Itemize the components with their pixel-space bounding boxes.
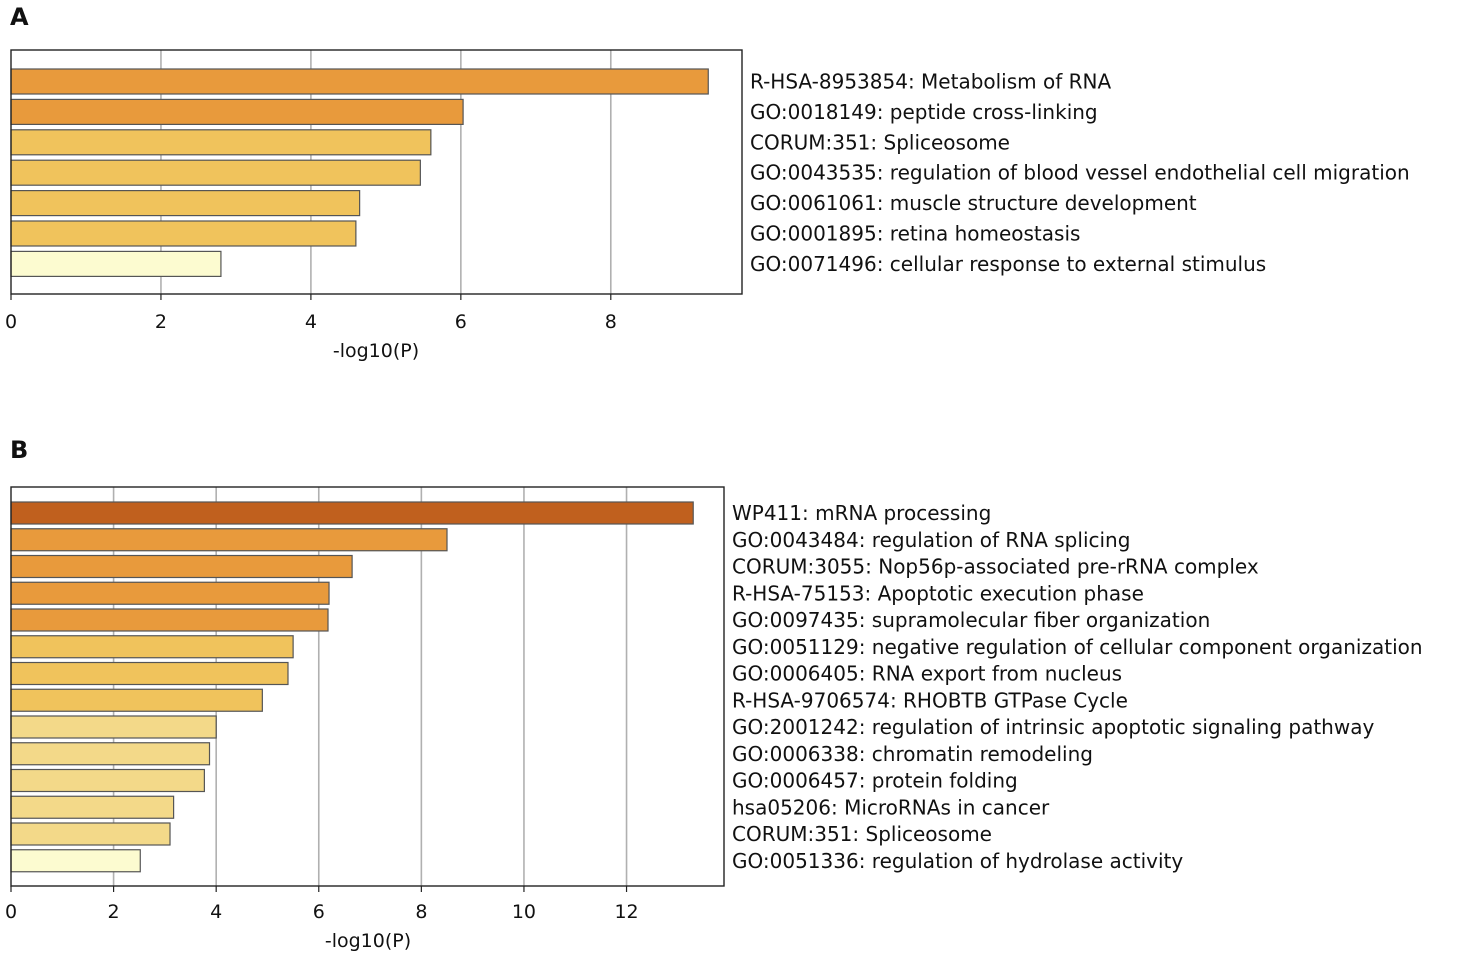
category-label: GO:0006457: protein folding — [732, 769, 1018, 793]
axes-frame — [10, 486, 725, 887]
x-tick-label: 6 — [313, 901, 325, 923]
bar — [10, 688, 263, 712]
x-tick-label: 0 — [5, 311, 17, 333]
x-tick-label: 12 — [614, 901, 638, 923]
x-tick-label: 0 — [5, 901, 17, 923]
category-label: GO:0018149: peptide cross-linking — [750, 100, 1098, 124]
category-label: GO:0001895: retina homeostasis — [750, 222, 1080, 246]
category-label: GO:0071496: cellular response to externa… — [750, 252, 1266, 276]
x-tick-label: 8 — [415, 901, 427, 923]
category-label: CORUM:351: Spliceosome — [732, 822, 992, 846]
category-label: GO:0051129: negative regulation of cellu… — [732, 635, 1423, 659]
bar — [10, 554, 353, 579]
category-label: GO:0006405: RNA export from nucleus — [732, 662, 1122, 686]
bar — [10, 661, 289, 686]
category-label: GO:0006338: chromatin remodeling — [732, 742, 1093, 766]
panel-label-b: B — [10, 436, 28, 464]
bar — [10, 98, 464, 126]
x-tick-label: 2 — [108, 901, 120, 923]
bar — [10, 581, 330, 605]
bar — [10, 822, 171, 846]
category-label: GO:0043484: regulation of RNA splicing — [732, 528, 1130, 552]
bar — [10, 715, 217, 739]
category-label: hsa05206: MicroRNAs in cancer — [732, 795, 1050, 819]
bar — [10, 190, 361, 217]
category-label: R-HSA-8953854: Metabolism of RNA — [750, 70, 1111, 94]
bar — [10, 795, 175, 819]
category-label: R-HSA-9706574: RHOBTB GTPase Cycle — [732, 688, 1128, 712]
x-tick-label: 6 — [455, 311, 467, 333]
chart-a: 0 2 4 6 8 -log10(P) R-HSA-8953854: Metabolism … — [5, 49, 1410, 362]
x-tick-label: 8 — [605, 311, 617, 333]
bar — [10, 849, 141, 873]
bar — [10, 635, 294, 659]
category-label: GO:0061061: muscle structure development — [750, 191, 1197, 215]
panel-label-a: A — [10, 3, 29, 31]
x-tick-label: 4 — [305, 311, 317, 333]
chart-b: 0 2 4 6 8 10 12 -log10(P) WP411: mRNA processing… — [5, 486, 1423, 952]
bar — [10, 250, 222, 277]
category-label: CORUM:351: Spliceosome — [750, 130, 1010, 154]
x-tick-label: 4 — [210, 901, 222, 923]
category-label: GO:0043535: regulation of blood vessel e… — [750, 161, 1410, 185]
x-axis-label: -log10(P) — [325, 930, 411, 952]
bar — [10, 768, 205, 793]
category-label: WP411: mRNA processing — [732, 501, 991, 525]
bar — [10, 501, 694, 525]
category-label: CORUM:3055: Nop56p-associated pre-rRNA c… — [732, 555, 1259, 579]
bar — [10, 159, 421, 186]
category-label: GO:0097435: supramolecular fiber organiz… — [732, 608, 1210, 632]
bar — [10, 608, 329, 632]
bar — [10, 742, 211, 766]
bar — [10, 528, 448, 552]
x-tick-label: 2 — [155, 311, 167, 333]
bar — [10, 220, 357, 247]
axes-frame — [10, 49, 743, 295]
x-axis-label: -log10(P) — [333, 340, 419, 362]
category-label: GO:2001242: regulation of intrinsic apop… — [732, 715, 1374, 739]
bar — [10, 129, 432, 156]
bar — [10, 68, 709, 95]
category-label: R-HSA-75153: Apoptotic execution phase — [732, 581, 1144, 605]
category-label: GO:0051336: regulation of hydrolase acti… — [732, 849, 1183, 873]
x-tick-label: 10 — [512, 901, 536, 923]
